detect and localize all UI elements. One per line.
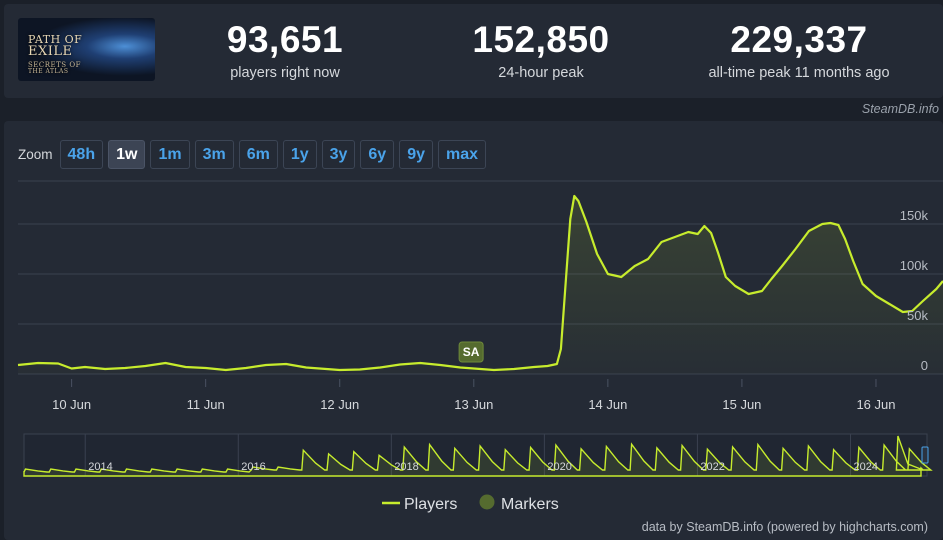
navigator[interactable]: 2014 2016 2018 2020 2022 2024 [23,433,933,477]
legend-item-markers[interactable]: Markers [479,494,559,514]
event-markers[interactable]: SA [458,341,484,363]
x-tick-label: 15 Jun [722,397,761,412]
x-tick-label: 10 Jun [52,397,91,412]
zoom-6y-button[interactable]: 6y [360,140,395,169]
stat-current-players: 93,651 players right now [170,19,400,81]
peak24-label: 24-hour peak [498,65,584,81]
y-tick-label: 100k [900,258,929,273]
zoom-1m-button[interactable]: 1m [150,140,190,169]
players-line [17,194,943,372]
markers-legend-swatch [479,494,495,510]
navigator-year-label: 2016 [241,461,265,473]
navigator-background [23,433,928,477]
stat-24h-peak: 152,850 24-hour peak [426,19,656,81]
current-players-label: players right now [230,65,340,81]
player-chart[interactable]: 0 50k 100k 150k 10 Jun 11 Jun 12 Jun 13 Jun 14 … [4,121,943,540]
chart-panel: Zoom 48h 1w 1m 3m 6m 1y 3y 6y 9y max 0 50… [4,121,943,540]
zoom-label: Zoom [18,147,53,162]
zoom-1y-button[interactable]: 1y [282,140,317,169]
zoom-9y-button[interactable]: 9y [399,140,433,169]
zoom-max-button[interactable]: max [438,140,487,169]
stat-alltime-peak: 229,337 all-time peak 11 months ago [684,19,914,81]
y-tick-label: 50k [907,308,928,323]
zoom-3m-button[interactable]: 3m [194,140,234,169]
players-area-fill [18,196,943,374]
chart-legend: Players Markers [382,494,559,514]
x-tick-label: 11 Jun [187,397,225,412]
event-marker[interactable]: SA [458,341,484,363]
navigator-year-label: 2022 [700,461,724,473]
stats-bar: PATH OF EXILE SECRETS OF THE ATLAS 93,65… [4,4,943,98]
chart-credits[interactable]: data by SteamDB.info (powered by highcha… [641,520,928,534]
players-legend-label: Players [404,496,457,513]
zoom-6m-button[interactable]: 6m [238,140,278,169]
zoom-3y-button[interactable]: 3y [321,140,356,169]
navigator-year-label: 2014 [88,461,112,473]
x-axis-labels: 10 Jun 11 Jun 12 Jun 13 Jun 14 Jun 15 Jun 16 J… [52,379,895,412]
x-tick-label: 12 Jun [320,397,359,412]
y-tick-label: 150k [900,208,929,223]
navigator-handle-right[interactable] [921,446,929,464]
x-tick-label: 14 Jun [588,397,627,412]
y-axis-labels: 0 50k 100k 150k [900,208,929,373]
zoom-48h-button[interactable]: 48h [59,140,104,169]
zoom-1w-button[interactable]: 1w [108,140,146,169]
navigator-series-line [23,435,933,477]
game-cover-image[interactable]: PATH OF EXILE SECRETS OF THE ATLAS [18,18,155,81]
navigator-year-label: 2020 [547,461,571,473]
navigator-year-gridlines [84,434,851,476]
markers-legend-label: Markers [501,496,559,513]
alltime-peak-label: all-time peak 11 months ago [708,65,890,81]
zoom-controls: Zoom 48h 1w 1m 3m 6m 1y 3y 6y 9y max [18,140,491,169]
navigator-year-label: 2018 [394,461,418,473]
players-series [17,194,943,374]
alltime-peak-value: 229,337 [730,19,868,60]
y-tick-label: 0 [921,358,928,373]
event-marker-box [458,341,484,363]
peak24-value: 152,850 [472,19,610,60]
navigator-year-labels: 2014 2016 2018 2020 2022 2024 [88,461,878,473]
x-tick-label: 16 Jun [856,397,895,412]
game-logo: PATH OF EXILE SECRETS OF THE ATLAS [28,33,83,75]
navigator-year-label: 2024 [853,461,877,473]
legend-item-players[interactable]: Players [382,496,457,513]
event-marker-label: SA [463,345,480,359]
steamdb-watermark[interactable]: SteamDB.info [861,102,939,116]
x-tick-label: 13 Jun [454,397,493,412]
current-players-value: 93,651 [226,19,344,60]
